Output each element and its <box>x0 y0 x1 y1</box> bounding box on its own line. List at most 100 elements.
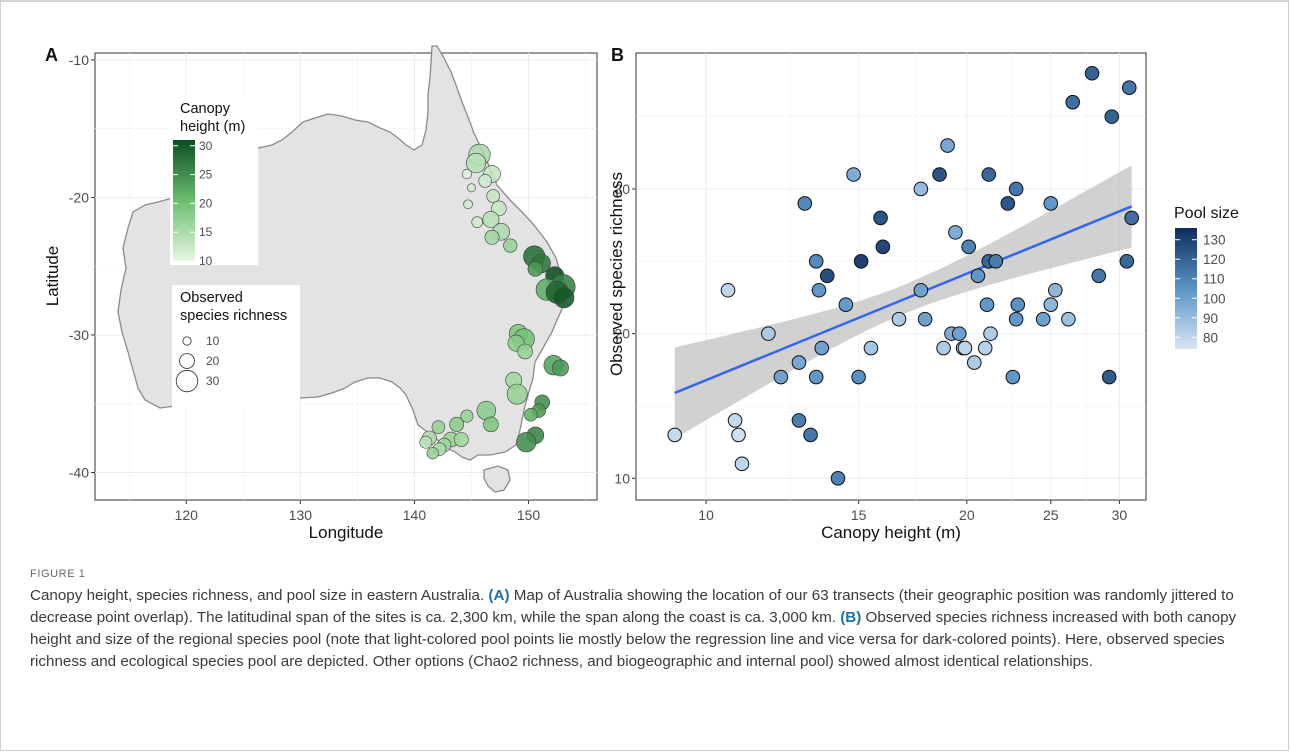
scatter-point <box>948 225 963 240</box>
scatter-point <box>1104 109 1120 124</box>
scatter-point <box>1091 268 1107 284</box>
regression-confidence-band <box>674 165 1132 439</box>
y-tick-label: 20 <box>614 326 630 342</box>
y-tick-label: -30 <box>69 327 89 343</box>
scatter-point <box>803 427 818 443</box>
canopy-height-legend-title-2: height (m) <box>180 119 245 135</box>
scatter-point <box>791 355 807 370</box>
figure-caption: Canopy height, species richness, and poo… <box>30 585 1260 673</box>
scatter-point <box>1008 311 1024 327</box>
map-point <box>553 287 575 309</box>
scatter-point <box>913 181 929 197</box>
scatter-point <box>1061 311 1076 327</box>
pool-size-colorbar-ticks: 130 120 110 100 90 80 <box>1175 233 1226 345</box>
colorbar-tick-label: 100 <box>1203 291 1226 306</box>
scatter-point <box>814 340 830 356</box>
map-point <box>478 174 492 188</box>
colorbar-tick-label: 15 <box>199 225 213 239</box>
colorbar-tick-label: 90 <box>1203 311 1218 326</box>
size-legend-key <box>182 336 192 346</box>
map-point <box>503 238 518 253</box>
x-tick-label: 140 <box>403 507 427 523</box>
scatter-point <box>791 413 807 428</box>
panel-b-points <box>667 65 1140 486</box>
scatter-point <box>940 138 955 153</box>
colorbar-tick-label: 120 <box>1203 252 1226 267</box>
scatter-point <box>1043 297 1059 313</box>
scatter-point <box>838 297 854 313</box>
regression-line <box>674 205 1133 395</box>
caption-ref-a: (A) <box>488 587 510 604</box>
pool-size-legend: Pool size 130 120 110 100 90 80 <box>1174 205 1239 349</box>
x-tick-label: 15 <box>851 507 867 523</box>
size-legend-label: 30 <box>206 374 220 388</box>
caption-text-a: Map of Australia showing the location of… <box>30 587 1234 626</box>
canopy-height-colorbar <box>173 140 195 261</box>
x-tick-label: 20 <box>959 507 975 523</box>
panel-b-plot-area <box>635 52 1147 501</box>
scatter-point <box>734 456 750 472</box>
scatter-point <box>830 471 846 486</box>
x-tick-label: 25 <box>1043 507 1059 523</box>
colorbar-tick-label: 25 <box>199 168 213 182</box>
canopy-height-legend: Canopy height (m) 30 25 20 15 10 <box>170 95 258 268</box>
scatter-point <box>1101 369 1117 385</box>
colorbar-tick-label: 80 <box>1203 330 1218 345</box>
map-point <box>461 168 473 180</box>
panel-b-letter: B <box>611 45 624 65</box>
species-richness-legend-title-2: species richness <box>180 308 287 324</box>
colorbar-tick-label: 20 <box>199 196 213 210</box>
scatter-point <box>808 254 824 269</box>
y-tick-label: 10 <box>614 470 630 486</box>
scatter-point <box>932 167 947 182</box>
scatter-point <box>1119 254 1135 269</box>
scatter-point <box>988 254 1004 269</box>
panel-a: A 120 130 140 150 -10 -20 -30 -40 Canopy height… <box>43 45 598 542</box>
map-point <box>527 261 544 277</box>
map-point <box>460 409 474 423</box>
figure-1: A 120 130 140 150 -10 -20 -30 -40 Canopy height… <box>43 45 1239 542</box>
scatter-point <box>808 369 824 385</box>
species-richness-legend-title-1: Observed <box>180 290 243 306</box>
size-legend-key <box>179 353 195 369</box>
pool-size-legend-title: Pool size <box>1174 205 1239 222</box>
scatter-point <box>970 268 986 284</box>
scatter-point <box>917 311 933 327</box>
x-tick-label: 10 <box>698 507 714 523</box>
panel-b-ylabel: Observed species richness <box>607 172 626 376</box>
scatter-point <box>875 239 891 255</box>
scatter-point <box>891 311 907 327</box>
panel-a-ylabel: Latitude <box>43 246 62 307</box>
colorbar-tick-label: 130 <box>1203 233 1226 248</box>
map-point <box>517 343 533 360</box>
pool-size-colorbar <box>1175 228 1197 349</box>
scatter-point <box>1035 311 1051 327</box>
tasmania-landmass <box>483 465 511 493</box>
map-point <box>449 416 465 432</box>
size-legend-label: 10 <box>206 334 220 348</box>
scatter-point <box>1000 196 1016 211</box>
map-point <box>419 435 433 449</box>
panel-b-axis-ticks: 10 15 20 25 30 10 20 30 <box>614 181 1127 523</box>
x-tick-label: 120 <box>175 507 199 523</box>
x-tick-label: 150 <box>517 507 541 523</box>
map-point <box>516 432 537 453</box>
y-tick-label: -40 <box>69 464 89 480</box>
map-point <box>482 211 500 228</box>
scatter-point <box>863 340 879 356</box>
caption-text-b: Observed species richness increased with… <box>30 609 1237 670</box>
scatter-point <box>1008 181 1024 197</box>
scatter-point <box>851 369 866 385</box>
panel-b: B 10 15 20 25 30 10 20 30 Pool size 130 120 110 10… <box>607 45 1239 542</box>
scatter-point <box>966 355 982 370</box>
scatter-point <box>727 413 743 428</box>
map-point <box>524 407 538 422</box>
figure-label: FIGURE 1 <box>30 568 86 580</box>
scatter-point <box>961 239 977 255</box>
map-point <box>484 229 500 245</box>
map-point <box>426 447 439 460</box>
scatter-point <box>720 282 736 298</box>
scatter-point <box>1005 369 1021 385</box>
scatter-point <box>853 254 869 269</box>
